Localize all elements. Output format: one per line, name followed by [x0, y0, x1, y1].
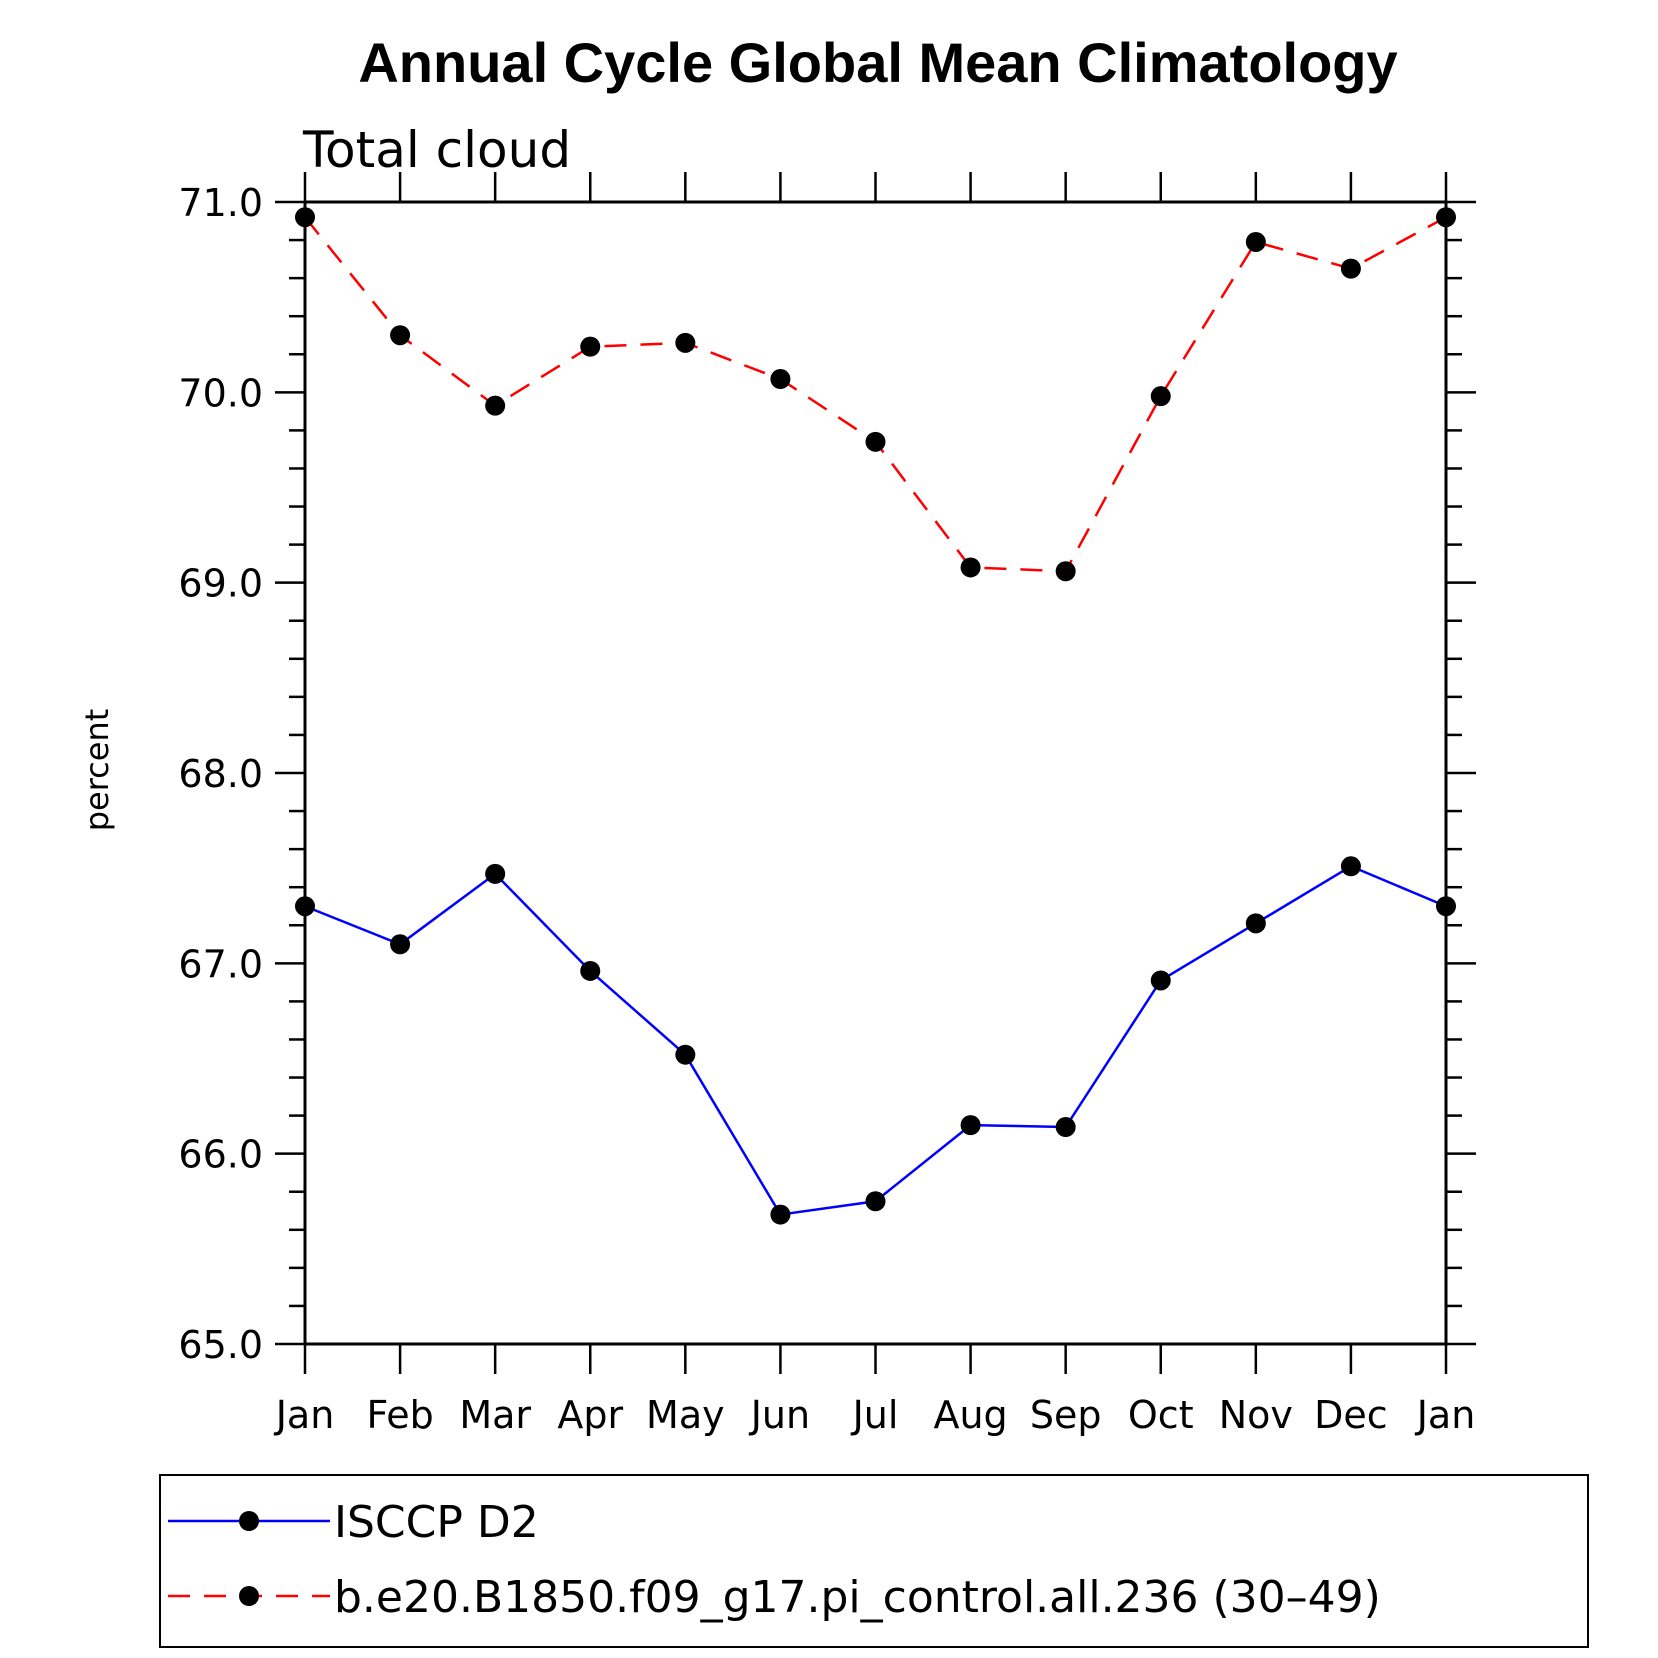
- data-point: [390, 934, 411, 955]
- legend-items: ISCCP D2 b.e20.B1850.f09_g17.pi_control.a…: [168, 1497, 1381, 1623]
- data-point: [1245, 913, 1266, 934]
- x-tick-label: Jan: [1415, 1393, 1476, 1437]
- y-tick-label: 70.0: [178, 371, 263, 415]
- x-tick-label: Mar: [459, 1393, 531, 1437]
- legend-swatch-marker: [239, 1586, 259, 1606]
- data-point: [960, 557, 981, 578]
- data-point: [770, 1204, 791, 1225]
- y-tick-label: 67.0: [178, 942, 263, 986]
- data-point: [865, 431, 886, 452]
- legend: ISCCP D2 b.e20.B1850.f09_g17.pi_control.a…: [159, 1474, 1589, 1648]
- data-point: [1436, 896, 1456, 917]
- data-point: [485, 395, 506, 416]
- series-2: [295, 207, 1456, 582]
- data-point: [1245, 231, 1266, 252]
- data-point: [1436, 207, 1456, 228]
- x-tick-label: Nov: [1219, 1393, 1293, 1437]
- data-point: [295, 896, 315, 917]
- data-point: [1150, 386, 1171, 407]
- y-tick-label: 68.0: [178, 752, 263, 796]
- data-point: [580, 960, 601, 981]
- x-tick-label: Feb: [366, 1393, 433, 1437]
- y-tick-label: 66.0: [178, 1133, 263, 1177]
- x-tick-label: Jun: [749, 1393, 810, 1437]
- series-1: [295, 856, 1456, 1225]
- axis-ticks: [275, 172, 1476, 1374]
- x-tick-label: Oct: [1128, 1393, 1194, 1437]
- chart-title: Annual Cycle Global Mean Climatology: [358, 31, 1397, 94]
- data-point: [1055, 1117, 1076, 1138]
- series-layer: [295, 207, 1456, 1225]
- x-tick-labels: Jan Feb Mar Apr May Jun Jul Aug Sep Oct Nov Dec Jan: [274, 1393, 1476, 1437]
- x-tick-label: Apr: [557, 1393, 623, 1437]
- data-point: [1340, 258, 1361, 279]
- y-axis-label: percent: [78, 709, 116, 832]
- data-point: [770, 369, 791, 390]
- data-point: [675, 1044, 696, 1065]
- data-point: [960, 1115, 981, 1136]
- y-tick-label: 65.0: [178, 1323, 263, 1367]
- plot-border: [303, 200, 1448, 1346]
- series-line: [304, 864, 1447, 1216]
- legend-swatch-marker: [239, 1511, 259, 1531]
- data-point: [865, 1191, 886, 1212]
- series-line: [304, 216, 1447, 573]
- data-point: [1150, 970, 1171, 991]
- data-point: [1055, 561, 1076, 582]
- legend-box: [159, 1474, 1589, 1648]
- chart-subtitle: Total cloud: [302, 121, 571, 179]
- legend-item: b.e20.B1850.f09_g17.pi_control.all.236 (…: [168, 1572, 1381, 1623]
- data-point: [580, 336, 601, 357]
- x-tick-label: Aug: [933, 1393, 1007, 1437]
- data-point: [485, 863, 506, 884]
- x-tick-label: Jul: [851, 1393, 899, 1437]
- plot-frame: [303, 200, 1448, 1346]
- legend-label: ISCCP D2: [334, 1497, 539, 1548]
- x-tick-label: May: [646, 1393, 725, 1437]
- data-point: [295, 207, 315, 228]
- legend-item: ISCCP D2: [168, 1497, 539, 1548]
- y-tick-label: 69.0: [178, 562, 263, 606]
- x-tick-label: Sep: [1030, 1393, 1102, 1437]
- data-point: [390, 325, 411, 346]
- y-tick-labels: 65.0 66.0 67.0 68.0 69.0 70.0 71.0: [178, 181, 263, 1367]
- y-tick-label: 71.0: [178, 181, 263, 225]
- x-tick-label: Dec: [1314, 1393, 1388, 1437]
- data-point: [1340, 856, 1361, 877]
- legend-label: b.e20.B1850.f09_g17.pi_control.all.236 (…: [334, 1572, 1381, 1623]
- x-tick-label: Jan: [274, 1393, 335, 1437]
- data-point: [675, 332, 696, 353]
